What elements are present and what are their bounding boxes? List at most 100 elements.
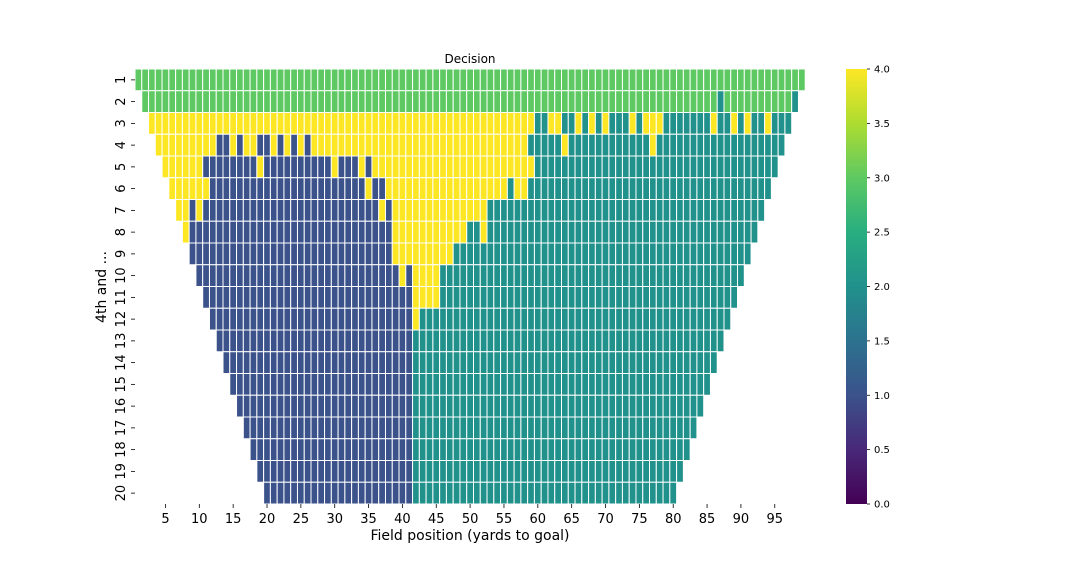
heatmap-cell — [588, 264, 596, 287]
heatmap-cell — [574, 438, 583, 461]
heatmap-cell — [709, 199, 718, 222]
heatmap-cell — [364, 264, 373, 287]
heatmap-cell — [655, 133, 664, 157]
heatmap-cell — [249, 133, 258, 157]
heatmap-cell — [405, 373, 414, 396]
heatmap-cell — [181, 112, 190, 135]
heatmap-cell — [296, 133, 305, 157]
heatmap-cell — [344, 242, 353, 266]
heatmap-cell — [317, 177, 326, 200]
heatmap-cell — [283, 286, 292, 309]
heatmap-cell — [513, 112, 522, 135]
heatmap-cell — [716, 90, 725, 113]
heatmap-cell — [357, 155, 366, 179]
heatmap-cell — [561, 264, 569, 287]
heatmap-cell — [527, 481, 535, 505]
heatmap-cell — [574, 264, 583, 287]
heatmap-cell — [709, 90, 718, 113]
heatmap-cell — [601, 286, 610, 309]
heatmap-cell — [621, 351, 630, 374]
heatmap-cell — [567, 177, 576, 200]
heatmap-cell — [425, 220, 434, 244]
heatmap-cell — [513, 307, 522, 331]
heatmap-cell — [506, 264, 515, 287]
heatmap-cell — [581, 394, 590, 418]
heatmap-cell — [621, 373, 630, 396]
heatmap-cell — [500, 199, 508, 222]
heatmap-cell — [662, 264, 671, 287]
heatmap-cell — [303, 220, 312, 244]
heatmap-cell — [621, 220, 630, 244]
heatmap-cell — [459, 394, 468, 418]
heatmap-cell — [269, 68, 278, 92]
heatmap-cell — [479, 481, 488, 505]
heatmap-cell — [649, 373, 657, 396]
heatmap-cell — [574, 242, 583, 266]
heatmap-cell — [682, 90, 691, 113]
heatmap-cell — [540, 286, 549, 309]
heatmap-cell — [527, 329, 535, 353]
heatmap-cell — [635, 438, 644, 461]
heatmap-cell — [547, 438, 556, 461]
heatmap-cell — [283, 90, 292, 113]
heatmap-cell — [703, 199, 711, 222]
heatmap-cell — [412, 394, 420, 418]
heatmap-cell — [276, 133, 285, 157]
heatmap-cell — [418, 155, 427, 179]
heatmap-cell — [242, 177, 251, 200]
heatmap-cell — [229, 264, 238, 287]
heatmap-cell — [296, 90, 305, 113]
heatmap-cell — [554, 481, 563, 505]
heatmap-cell — [452, 460, 461, 483]
heatmap-cell — [175, 155, 183, 179]
heatmap-cell — [635, 351, 644, 374]
heatmap-cell — [357, 286, 366, 309]
heatmap-cell — [601, 112, 610, 135]
heatmap-cell — [141, 68, 150, 92]
heatmap-cell — [283, 112, 292, 135]
heatmap-cell — [486, 307, 495, 331]
heatmap-cell — [506, 112, 515, 135]
heatmap-cell — [527, 90, 535, 113]
heatmap-cell — [743, 68, 752, 92]
heatmap-cell — [547, 90, 556, 113]
heatmap-cell — [581, 351, 590, 374]
heatmap-cell — [432, 481, 441, 505]
heatmap-cell — [601, 68, 610, 92]
heatmap-cell — [703, 68, 711, 92]
heatmap-cell — [493, 242, 502, 266]
heatmap-cell — [425, 307, 434, 331]
heatmap-cell — [384, 481, 393, 505]
heatmap-cell — [398, 438, 407, 461]
heatmap-cell — [554, 351, 563, 374]
heatmap-cell — [676, 307, 684, 331]
heatmap-cell — [689, 133, 698, 157]
heatmap-cell — [540, 264, 549, 287]
heatmap-cell — [588, 329, 596, 353]
heatmap-cell — [588, 286, 596, 309]
heatmap-cell — [635, 394, 644, 418]
heatmap-cell — [371, 416, 380, 440]
heatmap-cell — [567, 286, 576, 309]
colorbar-tick-label: 2.0 — [874, 282, 890, 293]
y-tick-label: 7 — [114, 206, 129, 214]
x-tick-label: 90 — [733, 512, 750, 527]
heatmap-cell — [269, 307, 278, 331]
heatmap-cell — [371, 286, 380, 309]
heatmap-cell — [337, 177, 346, 200]
heatmap-cell — [324, 68, 332, 92]
heatmap-cell — [479, 460, 488, 483]
heatmap-cell — [730, 286, 739, 309]
heatmap-cell — [533, 351, 542, 374]
heatmap-cell — [310, 90, 319, 113]
heatmap-cell — [357, 329, 366, 353]
heatmap-cell — [506, 416, 515, 440]
colorbar-tick-label: 3.0 — [874, 173, 890, 184]
heatmap-cell — [635, 133, 644, 157]
heatmap-cell — [459, 286, 468, 309]
heatmap-cell — [506, 460, 515, 483]
heatmap-cell — [256, 68, 265, 92]
heatmap-cell — [276, 394, 285, 418]
heatmap-cell — [682, 112, 691, 135]
heatmap-cell — [290, 90, 298, 113]
